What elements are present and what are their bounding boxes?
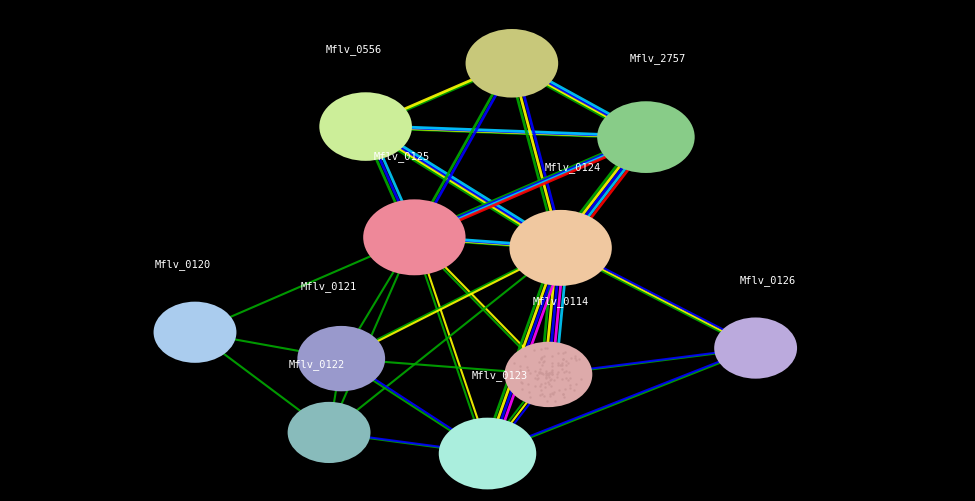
Text: Mflv_0121: Mflv_0121 [301, 281, 357, 292]
Ellipse shape [597, 101, 694, 173]
Text: Mflv_0120: Mflv_0120 [155, 259, 211, 270]
Text: Mflv_0114: Mflv_0114 [532, 297, 589, 308]
Text: Mflv_0124: Mflv_0124 [545, 162, 601, 173]
Text: Mflv_0125: Mflv_0125 [374, 151, 430, 162]
Text: Mflv_0122: Mflv_0122 [289, 359, 345, 370]
Ellipse shape [288, 402, 370, 463]
Text: Mflv_0556: Mflv_0556 [326, 45, 381, 56]
Ellipse shape [154, 302, 236, 363]
Ellipse shape [363, 199, 466, 275]
Ellipse shape [466, 29, 558, 98]
Ellipse shape [509, 210, 612, 286]
Text: Mflv_0126: Mflv_0126 [740, 275, 796, 286]
Ellipse shape [714, 318, 798, 379]
Ellipse shape [505, 342, 593, 407]
Ellipse shape [297, 326, 385, 391]
Ellipse shape [439, 418, 536, 489]
Ellipse shape [320, 92, 411, 161]
Text: Mflv_0123: Mflv_0123 [472, 370, 527, 381]
Text: Mflv_2757: Mflv_2757 [630, 54, 686, 64]
